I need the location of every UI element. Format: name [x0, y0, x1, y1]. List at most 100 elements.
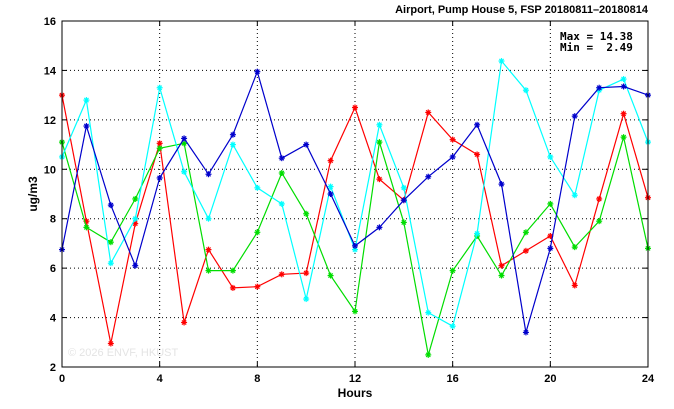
data-point [498, 181, 505, 188]
data-point [400, 184, 407, 191]
data-point [620, 134, 627, 141]
data-point [376, 139, 383, 146]
y-tick-label: 16 [44, 16, 56, 28]
data-point [376, 176, 383, 183]
data-point [474, 151, 481, 158]
data-point [498, 272, 505, 279]
data-point [498, 262, 505, 269]
data-point [522, 87, 529, 94]
data-point [181, 319, 188, 326]
x-tick-label: 16 [447, 373, 459, 385]
y-axis-label: ug/m3 [26, 176, 40, 212]
series-layer [59, 58, 651, 358]
data-point [425, 309, 432, 316]
data-point [474, 230, 481, 237]
data-point [229, 284, 236, 291]
data-point [181, 135, 188, 142]
data-point [620, 110, 627, 117]
data-point [449, 323, 456, 330]
data-point [132, 195, 139, 202]
data-point [254, 229, 261, 236]
data-point [156, 84, 163, 91]
x-tick-label: 12 [349, 373, 361, 385]
x-tick-label: 20 [544, 373, 556, 385]
data-point [352, 104, 358, 111]
data-point [132, 262, 139, 269]
data-point [522, 247, 529, 254]
data-point [449, 153, 456, 160]
x-tick-label: 8 [254, 373, 260, 385]
series-line [61, 94, 649, 344]
data-point [547, 245, 554, 252]
data-point [181, 168, 188, 175]
x-tick-label: 0 [59, 373, 65, 385]
watermark: © 2026 ENVF, HKUST [68, 347, 178, 359]
stat-min: Min = 2.49 [560, 41, 633, 54]
data-point [303, 270, 310, 277]
data-point [132, 215, 139, 222]
data-point [547, 200, 554, 207]
x-tick-label: 4 [157, 373, 164, 385]
data-point [278, 271, 285, 278]
data-point [107, 260, 114, 267]
data-point [376, 121, 383, 128]
data-point [522, 329, 529, 336]
data-point [83, 97, 90, 104]
data-point [278, 169, 285, 176]
data-point [303, 141, 310, 148]
data-point [229, 267, 236, 274]
grid-lines [62, 21, 648, 367]
data-point [571, 282, 578, 289]
data-point [352, 242, 358, 249]
data-point [327, 191, 334, 197]
stat-max: Max = 14.38 [560, 30, 633, 43]
data-point [498, 58, 505, 65]
data-point [400, 197, 407, 204]
data-point [352, 246, 358, 253]
data-point [474, 121, 481, 128]
data-point [205, 171, 212, 178]
data-point [425, 173, 432, 180]
data-point [278, 200, 285, 207]
data-point [254, 283, 261, 290]
data-point [352, 308, 358, 315]
data-point [83, 224, 90, 231]
data-point [449, 136, 456, 143]
data-point [571, 244, 578, 251]
y-tick-label: 8 [50, 214, 56, 226]
data-point [596, 195, 603, 202]
data-point [400, 219, 407, 226]
data-point [596, 84, 603, 91]
y-tick-label: 4 [50, 313, 57, 325]
y-tick-label: 2 [50, 362, 56, 374]
series-0 [59, 92, 651, 347]
data-point [425, 351, 432, 358]
data-point [522, 229, 529, 236]
data-point [620, 83, 627, 90]
data-point [107, 239, 114, 246]
y-tick-label: 10 [44, 164, 56, 176]
data-point [449, 267, 456, 274]
data-point [327, 272, 334, 279]
series-2 [59, 58, 651, 330]
data-point [229, 131, 236, 138]
y-tick-label: 6 [50, 263, 56, 275]
y-tick-label: 14 [44, 65, 57, 77]
data-point [229, 141, 236, 148]
data-point [205, 246, 212, 253]
data-point [571, 113, 578, 120]
data-point [376, 224, 383, 231]
data-point [596, 218, 603, 225]
data-point [156, 174, 163, 181]
data-point [83, 123, 90, 130]
data-point [571, 192, 578, 199]
data-point [107, 202, 114, 209]
data-point [327, 157, 334, 164]
data-point [425, 109, 432, 116]
data-point [303, 210, 310, 217]
data-point [205, 267, 212, 274]
x-tick-label: 24 [642, 373, 655, 385]
data-point [156, 145, 163, 152]
